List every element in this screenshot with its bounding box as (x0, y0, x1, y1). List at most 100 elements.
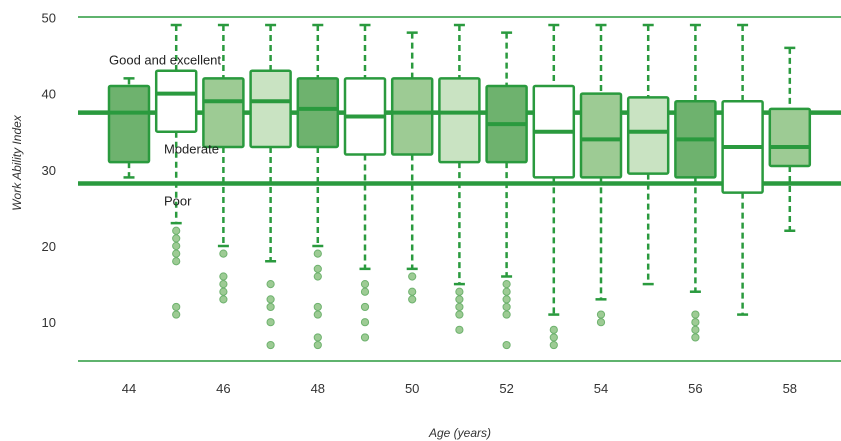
outlier-point (360, 287, 370, 296)
outlier-point (172, 249, 181, 258)
box-age-46 (202, 23, 245, 304)
outlier-point (408, 272, 417, 281)
outlier-point (219, 287, 228, 296)
outlier-point (691, 325, 700, 334)
outlier-point (691, 318, 700, 327)
box-body (296, 77, 340, 149)
box-age-49 (343, 23, 387, 342)
outlier-point (691, 333, 700, 342)
box-age-50 (390, 31, 434, 304)
outlier-point (360, 333, 370, 342)
outlier-point (408, 295, 417, 304)
outlier-point (502, 302, 511, 312)
x-tick-label: 50 (405, 381, 419, 396)
box-body (579, 92, 623, 179)
outlier-point (266, 318, 275, 327)
outlier-point (360, 302, 370, 312)
outlier-point (219, 272, 228, 281)
outlier-point (502, 310, 511, 319)
band-label: Poor (164, 193, 192, 208)
outlier-point (502, 280, 511, 289)
box-age-44 (107, 77, 151, 179)
outlier-point (219, 295, 228, 304)
outlier-point (596, 318, 606, 327)
box-body (390, 77, 434, 156)
outlier-point (172, 257, 181, 266)
outlier-point (691, 310, 700, 319)
outlier-point (219, 280, 228, 289)
box-age-53 (532, 23, 576, 350)
y-tick-label: 40 (42, 87, 56, 102)
outlier-point (502, 295, 511, 304)
outlier-point (172, 226, 181, 235)
y-tick-label: 10 (42, 315, 56, 330)
x-tick-label: 46 (216, 381, 230, 396)
box-age-58 (768, 46, 812, 233)
outlier-point (266, 295, 275, 304)
x-tick-label: 52 (499, 381, 513, 396)
outlier-point (313, 264, 322, 273)
outlier-point (549, 325, 558, 334)
outlier-point (455, 287, 464, 296)
outlier-point (455, 295, 464, 304)
box-age-45 (154, 23, 198, 319)
box-age-51 (438, 23, 481, 334)
band-labels: Good and excellent Moderate Poor (109, 52, 221, 208)
box-series (107, 23, 812, 350)
y-axis-title: Work Ability Index (10, 114, 24, 211)
outlier-point (172, 234, 181, 243)
outlier-point (455, 310, 464, 319)
outlier-point (313, 302, 322, 312)
x-tick-label: 54 (594, 381, 608, 396)
band-label: Moderate (164, 141, 219, 156)
outlier-point (360, 280, 370, 289)
box-body (107, 84, 151, 164)
box-body (154, 69, 198, 133)
box-age-47 (249, 23, 292, 350)
outlier-point (172, 241, 181, 251)
box-body (438, 77, 481, 164)
outlier-point (266, 340, 275, 350)
outlier-point (266, 280, 275, 289)
outlier-point (313, 333, 322, 342)
box-age-55 (626, 23, 670, 286)
box-age-48 (296, 23, 340, 350)
outlier-point (502, 287, 511, 296)
x-tick-label: 44 (122, 381, 136, 396)
box-age-57 (721, 23, 764, 316)
y-tick-labels: 10 20 30 40 50 (42, 10, 56, 330)
box-age-52 (485, 31, 528, 350)
outlier-point (596, 310, 606, 319)
outlier-point (172, 310, 181, 319)
y-tick-label: 50 (42, 10, 56, 25)
outlier-point (408, 287, 417, 296)
x-tick-label: 48 (311, 381, 325, 396)
outlier-point (172, 302, 181, 312)
x-tick-labels: 44 46 48 50 52 54 56 58 (122, 381, 797, 396)
outlier-point (502, 340, 511, 350)
outlier-point (313, 310, 322, 319)
axis-lines (78, 16, 841, 362)
band-label: Good and excellent (109, 52, 221, 67)
outlier-point (360, 318, 370, 327)
outlier-point (219, 249, 228, 258)
outlier-point (266, 302, 275, 312)
outlier-point (455, 302, 464, 312)
box-age-56 (674, 23, 717, 342)
outlier-point (313, 249, 322, 258)
outlier-point (313, 340, 322, 350)
box-body (626, 96, 670, 175)
outlier-point (313, 272, 322, 281)
box-age-54 (579, 23, 623, 327)
outlier-point (549, 340, 558, 350)
x-tick-label: 56 (688, 381, 702, 396)
outlier-point (455, 325, 464, 334)
outlier-point (549, 333, 558, 342)
x-tick-label: 58 (783, 381, 797, 396)
y-tick-label: 30 (42, 163, 56, 178)
box-body (202, 77, 245, 149)
box-body (768, 107, 812, 168)
box-body (249, 69, 292, 149)
y-tick-label: 20 (42, 239, 56, 254)
